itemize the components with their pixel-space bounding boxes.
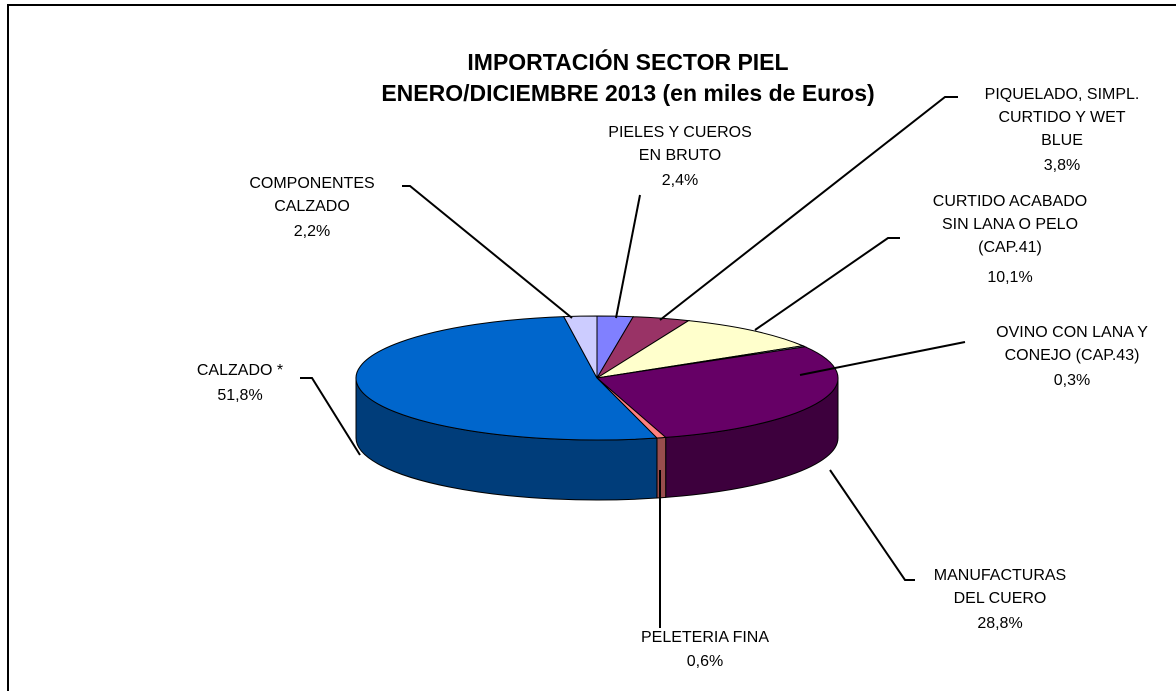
- leader-line: [615, 194, 641, 319]
- slice-value-label: 3,8%: [1044, 157, 1080, 174]
- pie-slice: [595, 346, 839, 438]
- pie-slice: [562, 315, 598, 379]
- pie-slice: [355, 316, 659, 441]
- pie-side: [656, 436, 667, 499]
- slice-label: CALZADO *: [197, 362, 283, 379]
- slice-value-label: 0,3%: [1054, 372, 1090, 389]
- slice-value-label: 10,1%: [987, 269, 1032, 286]
- leader-line: [659, 96, 958, 321]
- chart-title: IMPORTACIÓN SECTOR PIEL ENERO/DICIEMBRE 2…: [381, 48, 874, 106]
- leader-line: [754, 237, 900, 331]
- pie-slice: [596, 320, 805, 379]
- slice-label: PIELES Y CUEROS EN BRUTO: [608, 124, 751, 164]
- slice-value-label: 28,8%: [977, 615, 1022, 632]
- slice-label: COMPONENTES CALZADO: [249, 175, 374, 215]
- slice-label: PIQUELADO, SIMPL. CURTIDO Y WET BLUE: [985, 86, 1140, 149]
- slice-label: PELETERIA FINA: [641, 629, 769, 646]
- slice-value-label: 51,8%: [217, 387, 262, 404]
- leader-line: [402, 185, 573, 319]
- slice-value-label: 2,4%: [662, 172, 698, 189]
- slice-value-label: 2,2%: [294, 223, 330, 240]
- slice-label: MANUFACTURAS DEL CUERO: [934, 567, 1066, 607]
- leader-line: [300, 377, 361, 456]
- slice-label: CURTIDO ACABADO SIN LANA O PELO (CAP.41): [933, 193, 1087, 256]
- leader-line: [799, 341, 966, 376]
- leader-line: [829, 469, 915, 581]
- slice-label: OVINO CON LANA Y CONEJO (CAP.43): [996, 324, 1148, 364]
- slice-value-label: 0,6%: [687, 653, 723, 670]
